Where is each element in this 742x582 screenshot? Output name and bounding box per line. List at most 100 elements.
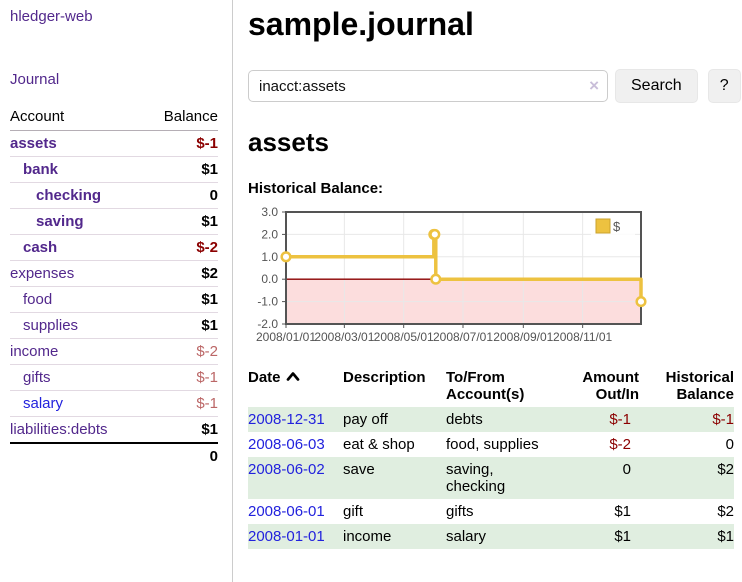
account-link-income[interactable]: income [10,343,59,360]
x-tick-label: 2008/09/01 [493,330,553,344]
legend-label: $ [613,219,621,234]
accounts-table: Account Balance assets $-1 bank $1 checking 0… [10,104,218,469]
transaction-balance: $2 [717,461,734,478]
account-row: checking 0 [10,182,218,208]
transaction-balance: $1 [717,528,734,545]
transaction-balance: $2 [717,503,734,520]
account-row: supplies $1 [10,312,218,338]
main-content: sample.journal × Search ? assets Histori… [233,0,742,582]
help-button[interactable]: ? [707,69,741,103]
app-title-link[interactable]: hledger-web [10,8,93,25]
transaction-date-link[interactable]: 2008-06-02 [248,461,325,478]
historical-balance-chart: 3.0 2.0 1.0 0.0 -1.0 -2.02008/01/012008/03/01… [256,205,647,344]
x-tick-label: 2008/03/01 [314,330,374,344]
account-row: cash $-2 [10,234,218,260]
accounts-table-body: assets $-1 bank $1 checking 0 saving $1 cash $-2 e… [10,131,218,442]
sort-ascending-icon [286,372,299,381]
search-form: × Search ? [248,69,741,103]
account-row: food $1 [10,286,218,312]
account-heading: assets [248,127,329,157]
sidebar-item-journal[interactable]: Journal [10,71,60,88]
account-link-cash[interactable]: cash [23,239,58,256]
transaction-description: gift [343,503,364,520]
y-tick-label: 0.0 [261,272,278,286]
account-link-bank[interactable]: bank [23,161,59,178]
transaction-accounts: salary [446,528,487,545]
account-balance: 0 [209,187,218,204]
y-tick-label: -2.0 [257,317,278,331]
account-row: salary $-1 [10,390,218,416]
balance-column-header: Balance [163,108,218,125]
account-link-expenses[interactable]: expenses [10,265,75,282]
y-tick-label: 3.0 [261,205,278,219]
register-row: 2008-06-02 save saving, checking 0 $2 [248,457,734,499]
register-row: 2008-01-01 income salary $1 $1 [248,524,734,549]
x-tick-label: 2008/01/01 [256,330,316,344]
account-link-liabilities-debts[interactable]: liabilities:debts [10,421,108,438]
column-header-amount: Amount Out/In [582,369,639,403]
account-balance: $-1 [196,395,218,412]
account-row: income $-2 [10,338,218,364]
account-link-supplies[interactable]: supplies [23,317,79,334]
account-link-checking[interactable]: checking [36,187,102,204]
search-button[interactable]: Search [615,69,698,103]
register-row: 2008-12-31 pay off debts $-1 $-1 [248,407,734,432]
account-balance: $-1 [196,369,218,386]
account-row: saving $1 [10,208,218,234]
register-header-row: Date Description To/From Account(s) Amou… [248,367,734,407]
transaction-date-link[interactable]: 2008-06-03 [248,436,325,453]
account-link-saving[interactable]: saving [36,213,84,230]
column-header-accounts: To/From Account(s) [446,369,525,403]
column-header-description: Description [343,369,426,386]
account-row: gifts $-1 [10,364,218,390]
accounts-total-value: 0 [209,448,218,465]
transaction-amount: $1 [614,528,631,545]
x-tick-label: 2008/11/01 [553,330,612,344]
legend-swatch [595,218,611,234]
account-balance: $-1 [196,135,218,152]
transaction-accounts: saving, checking [446,461,506,495]
transaction-amount: 0 [622,461,631,478]
column-header-date[interactable]: Date [248,367,343,407]
y-tick-label: -1.0 [257,295,278,309]
y-tick-label: 1.0 [261,250,278,264]
transaction-balance: $-1 [712,411,734,428]
account-link-food[interactable]: food [23,291,53,308]
account-link-assets[interactable]: assets [10,135,57,152]
account-balance: $-2 [196,239,218,256]
accounts-table-header: Account Balance [10,104,218,131]
account-row: assets $-1 [10,131,218,156]
transaction-balance: 0 [725,436,734,453]
transaction-accounts: gifts [446,503,474,520]
account-column-header: Account [10,108,65,125]
transaction-amount: $-1 [609,411,631,428]
account-link-salary[interactable]: salary [23,395,64,412]
account-balance: $1 [201,161,218,178]
transaction-description: pay off [343,411,388,428]
transaction-date-link[interactable]: 2008-06-01 [248,503,325,520]
data-point-marker [429,228,441,240]
accounts-total-row: 0 [10,442,218,469]
transaction-date-link[interactable]: 2008-01-01 [248,528,325,545]
clear-search-icon[interactable]: × [589,76,599,95]
x-tick-label: 2008/05/01 [374,330,434,344]
account-link-gifts[interactable]: gifts [23,369,51,386]
search-input[interactable] [248,70,608,102]
register-row: 2008-06-01 gift gifts $1 $2 [248,499,734,524]
sidebar: hledger-web Journal Account Balance asse… [0,0,233,582]
data-point-marker [430,273,442,285]
transaction-date-link[interactable]: 2008-12-31 [248,411,325,428]
data-point-marker [280,251,292,263]
account-row: expenses $2 [10,260,218,286]
transaction-description: save [343,461,375,478]
account-balance: $1 [201,421,218,438]
page-title: sample.journal [248,6,474,42]
account-balance: $-2 [196,343,218,360]
transaction-amount: $1 [614,503,631,520]
transaction-description: eat & shop [343,436,415,453]
account-row: bank $1 [10,156,218,182]
search-input-wrapper: × [248,70,608,102]
account-balance: $1 [201,291,218,308]
transaction-amount: $-2 [609,436,631,453]
register-row: 2008-06-03 eat & shop food, supplies $-2 0 [248,432,734,457]
